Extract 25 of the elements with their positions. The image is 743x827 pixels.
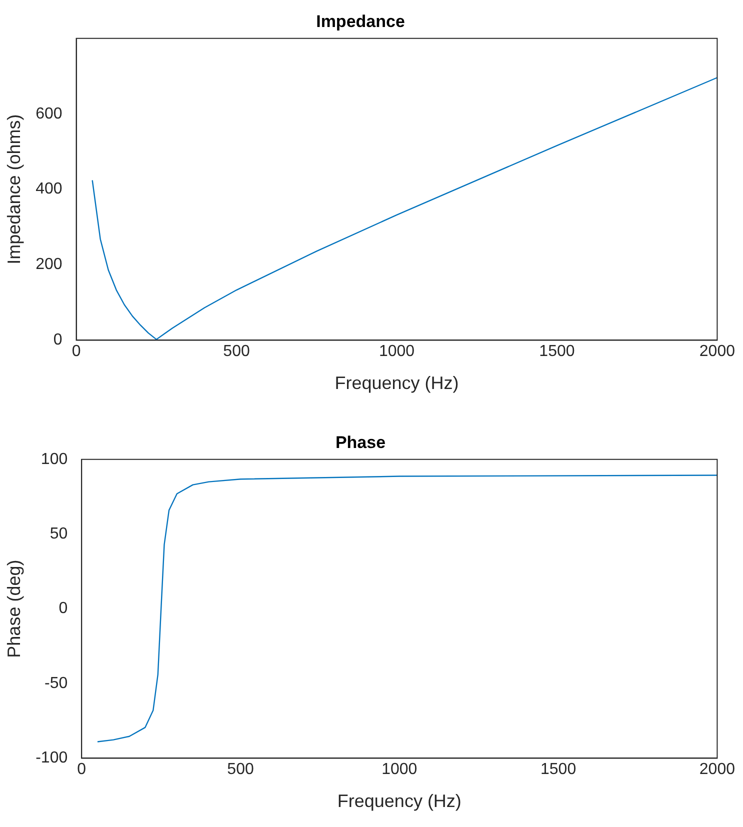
x-tick-label: 2000 — [699, 761, 736, 778]
x-axis-title: Frequency (Hz) — [337, 791, 462, 812]
y-axis-title: Phase (deg) — [4, 560, 24, 658]
x-tick-label: 1000 — [378, 343, 415, 360]
y-tick-label: -100 — [36, 750, 68, 767]
y-tick-label: 0 — [58, 600, 68, 618]
x-tick-label: 1000 — [382, 761, 418, 778]
y-tick-label: 50 — [50, 526, 68, 543]
y-tick-label: 100 — [40, 450, 68, 468]
x-tick-label: 500 — [223, 343, 250, 360]
x-tick-label: 0 — [77, 761, 86, 778]
x-tick-label: 2000 — [699, 343, 736, 360]
x-tick-label: 1500 — [540, 761, 576, 778]
y-tick-label: -50 — [44, 674, 68, 692]
y-tick-label: 400 — [36, 180, 62, 198]
y-tick-label: 600 — [36, 105, 62, 122]
x-axis-title: Frequency (Hz) — [334, 373, 459, 394]
chart-title: Impedance — [316, 12, 405, 31]
chart-title: Phase — [335, 432, 386, 452]
x-tick-label: 1500 — [539, 343, 575, 360]
x-tick-label: 0 — [72, 343, 81, 360]
y-axis-title: Impedance (ohms) — [4, 114, 24, 264]
x-tick-label: 500 — [227, 761, 254, 778]
y-tick-label: 0 — [53, 332, 62, 349]
y-tick-label: 200 — [36, 256, 62, 274]
